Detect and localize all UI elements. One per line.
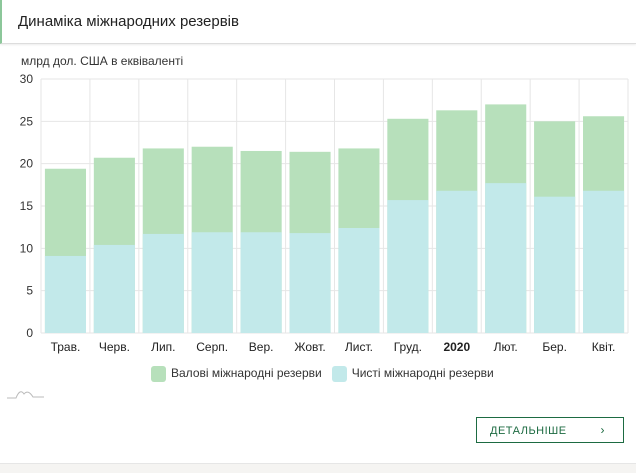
x-tick-label: Лип.	[151, 340, 175, 354]
bar-net	[534, 196, 576, 333]
details-button-label: ДЕТАЛЬНІШЕ	[490, 425, 567, 437]
details-button[interactable]: ДЕТАЛЬНІШЕ ›	[476, 417, 624, 443]
legend-swatch-gross	[151, 366, 166, 382]
y-tick-label: 10	[20, 241, 34, 255]
y-tick-label: 0	[26, 326, 33, 340]
bar-net	[142, 233, 184, 333]
card-header: Динаміка міжнародних резервів	[0, 0, 636, 44]
bar-net	[93, 244, 135, 333]
y-axis-label: млрд дол. США в еквіваленті	[21, 54, 184, 68]
bar-net	[338, 228, 380, 333]
x-tick-label: Черв.	[99, 340, 130, 354]
bar-net	[436, 190, 478, 333]
chart-logo-icon	[7, 391, 44, 399]
x-tick-label: Квіт.	[592, 340, 616, 354]
bar-net	[387, 200, 429, 333]
y-tick-label: 30	[20, 72, 34, 86]
x-tick-label: Бер.	[542, 340, 567, 354]
bar-net	[191, 232, 233, 333]
legend-swatch-net	[331, 366, 347, 382]
y-tick-label: 25	[20, 114, 34, 128]
bar-net	[289, 233, 331, 333]
x-tick-label: 2020	[443, 340, 470, 354]
y-tick-label: 20	[20, 157, 34, 171]
card-title: Динаміка міжнародних резервів	[18, 13, 239, 30]
x-tick-label: Лют.	[494, 340, 518, 354]
x-tick-label: Вер.	[249, 340, 274, 354]
y-tick-label: 5	[26, 284, 33, 298]
bar-net	[485, 183, 527, 333]
x-tick-label: Серп.	[196, 340, 228, 354]
legend-label-gross: Валові міжнародні резерви	[171, 366, 322, 381]
bar-net	[582, 190, 625, 333]
chevron-right-icon: ›	[600, 423, 605, 437]
x-tick-label: Лист.	[345, 340, 373, 354]
bar-net	[240, 232, 282, 333]
x-tick-label: Трав.	[51, 340, 81, 354]
legend-label-net: Чисті міжнародні резерви	[351, 366, 494, 381]
legend-item-net[interactable]: Чисті міжнародні резерви	[331, 366, 494, 382]
bar-chart: 0 5 10 15 20 25 30 Трав. Черв. Лип. Серп. Вер. Жовт.…	[20, 72, 629, 354]
legend: Валові міжнародні резерви Чисті міжнарод…	[151, 366, 494, 382]
bar-net	[44, 255, 87, 333]
y-tick-label: 15	[20, 199, 34, 213]
legend-item-gross[interactable]: Валові міжнародні резерви	[151, 366, 322, 382]
x-tick-label: Жовт.	[294, 340, 325, 354]
x-tick-label: Груд.	[394, 340, 422, 354]
